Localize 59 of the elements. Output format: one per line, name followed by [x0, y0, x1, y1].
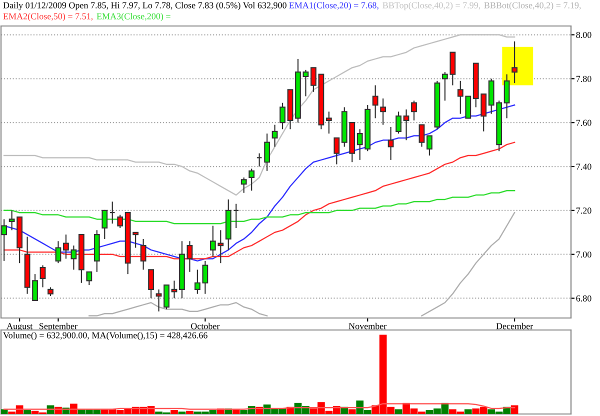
bar [394, 409, 402, 414]
candlestick [403, 108, 410, 141]
candlestick [117, 214, 124, 229]
line-series [3, 34, 516, 196]
text: EMA1(Close,20) = 7.68, [289, 2, 378, 10]
x-tick-label: October [191, 322, 220, 330]
x-tick-label: September [40, 322, 78, 332]
y-tick-label: 7.80 [576, 76, 592, 82]
y-tick-label: 7.00 [576, 251, 592, 258]
candlestick [380, 98, 386, 126]
candlestick [186, 240, 193, 272]
text: BBBot(Close,40,2) = 7.19, [484, 2, 581, 10]
candlestick [326, 111, 332, 134]
y-tick-label: 7.40 [576, 164, 592, 170]
y-tick-label: 7.20 [576, 208, 592, 214]
chart-title: Daily 01/12/2009 Open 7.85, Hi 7.97, Lo 7.78, Close 7.83 (0.5%) Vol 632,900 [3, 2, 286, 10]
candlestick [148, 269, 154, 299]
candlestick [40, 264, 46, 288]
candlestick [264, 133, 270, 172]
bar [186, 410, 194, 414]
candlestick [233, 203, 240, 229]
candlestick [334, 137, 340, 165]
y-tick-label: 7.60 [576, 120, 592, 126]
candlestick [86, 271, 92, 286]
text: EMA2(Close,50) = 7.51, [3, 13, 93, 22]
candlestick [426, 135, 432, 156]
bar [170, 410, 178, 414]
candlestick [102, 210, 108, 240]
y-tick-label: 8.00 [576, 32, 592, 38]
candlestick [156, 288, 162, 312]
candlestick [272, 124, 278, 148]
candlestick [512, 40, 518, 84]
candlestick [109, 201, 116, 224]
candlestick [55, 240, 62, 264]
candlestick [140, 238, 146, 270]
bar [348, 409, 356, 414]
candlestick [256, 152, 262, 168]
chart-title: Volume() = 632,900.00, MA(Volume(),15) = 428,426.66 [3, 332, 208, 340]
candlestick [240, 176, 247, 194]
candlestick [302, 69, 309, 97]
candlestick [504, 74, 510, 119]
bar [464, 409, 472, 414]
candlestick [396, 111, 402, 134]
x-tick-label: December [496, 322, 534, 330]
candlestick [388, 126, 394, 160]
bar [24, 410, 31, 414]
text: EMA3(Close,200) = [96, 13, 170, 22]
y-tick-label: 6.80 [576, 295, 592, 302]
candlestick [418, 124, 425, 148]
candlestick [411, 100, 417, 121]
candlestick [164, 284, 170, 310]
candlestick [280, 102, 286, 130]
candlestick [372, 84, 378, 119]
candlestick [32, 274, 38, 301]
candlestick [248, 168, 255, 192]
candlestick [1, 218, 8, 262]
x-tick-label: November [348, 322, 387, 330]
candlestick [171, 280, 178, 299]
text: BBTop(Close,40,2) = 7.99, [382, 2, 480, 10]
